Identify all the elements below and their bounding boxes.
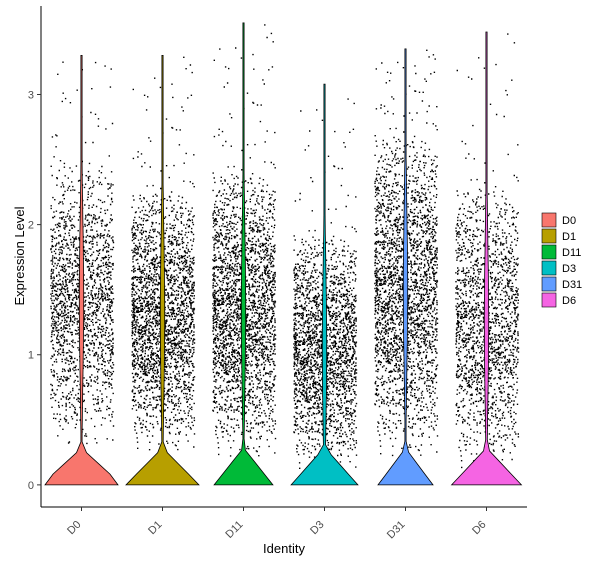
y-axis-title: Expression Level bbox=[12, 206, 27, 305]
legend-label-d3: D3 bbox=[562, 263, 576, 275]
legend-key-d11 bbox=[541, 244, 557, 260]
points-d31 bbox=[374, 49, 439, 457]
points-d0 bbox=[50, 61, 115, 445]
points-d11 bbox=[212, 24, 277, 457]
points-layer bbox=[50, 24, 520, 471]
violin-d1 bbox=[125, 55, 200, 486]
x-axis-title: Identity bbox=[263, 541, 305, 556]
legend-label-d1: D1 bbox=[562, 231, 576, 243]
legend-key-d0 bbox=[541, 212, 557, 228]
legend-key-d6 bbox=[541, 292, 557, 308]
legend-key-d3 bbox=[541, 260, 557, 276]
legend-label-d11: D11 bbox=[562, 247, 581, 259]
x-tick-label-d6: D6 bbox=[470, 519, 488, 537]
legend-label-d0: D0 bbox=[562, 215, 576, 227]
legend-key-d1 bbox=[541, 228, 557, 244]
violin-d0 bbox=[44, 55, 119, 486]
legend: D0 D1 D11 D3 D31 D6 bbox=[541, 212, 582, 308]
y-tick-label: 1 bbox=[28, 350, 34, 362]
points-d3 bbox=[293, 98, 358, 471]
legend-label-d6: D6 bbox=[562, 295, 576, 307]
violin-d6 bbox=[450, 31, 523, 486]
violin-d3 bbox=[290, 83, 359, 486]
violin-layer bbox=[44, 22, 523, 486]
violin-d31 bbox=[377, 48, 434, 486]
x-tick-label-d0: D0 bbox=[65, 519, 83, 537]
legend-label-d31: D31 bbox=[562, 279, 582, 291]
axes-layer: 0 1 2 3 D0 D1 D11 D3 D31 D6 bbox=[28, 6, 527, 541]
x-tick-label-d1: D1 bbox=[146, 519, 164, 537]
x-tick-label-d3: D3 bbox=[308, 519, 326, 537]
violin-d11 bbox=[213, 22, 274, 486]
y-tick-label: 0 bbox=[28, 480, 34, 492]
x-tick-label-d11: D11 bbox=[223, 519, 245, 541]
y-tick-label: 2 bbox=[28, 220, 34, 232]
x-tick-label-d31: D31 bbox=[385, 519, 408, 542]
y-tick-label: 3 bbox=[28, 89, 34, 101]
legend-key-d31 bbox=[541, 276, 557, 292]
